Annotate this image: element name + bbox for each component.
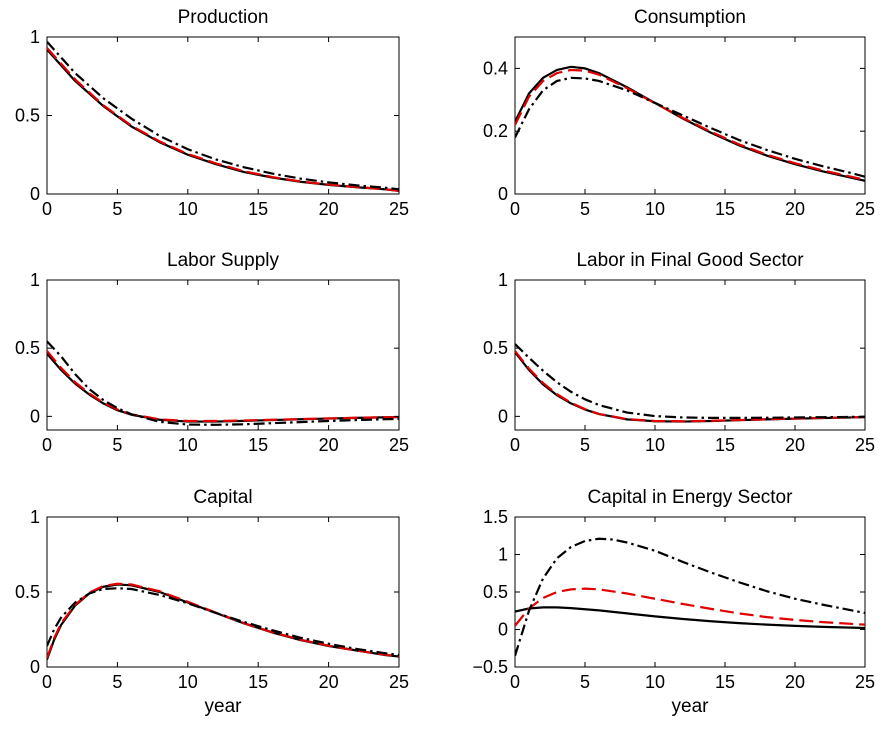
x-axis-label: year — [205, 696, 243, 717]
x-tick-label: 0 — [510, 435, 520, 455]
series-line-2-dashed — [515, 350, 865, 423]
x-tick-label: 10 — [178, 199, 198, 219]
panel-title: Labor Supply — [167, 250, 279, 271]
y-tick-label: 0 — [30, 406, 40, 426]
series-line-3-dashdot — [515, 537, 865, 657]
x-tick-label: 20 — [319, 672, 339, 692]
x-tick-label: 0 — [42, 199, 52, 219]
panel-title: Capital — [193, 487, 252, 508]
y-tick-label: −0.5 — [472, 657, 508, 677]
y-tick-label: 0 — [498, 184, 508, 204]
series-group — [47, 582, 399, 660]
panel-consumption: 0 5 10 15 20 25 0 0.2 0.4 Consumption — [483, 7, 875, 219]
y-tick-label: 1.5 — [483, 507, 508, 527]
y-tick-label: 1 — [30, 270, 40, 290]
x-tick-label: 0 — [42, 435, 52, 455]
y-tick-label: 0.5 — [15, 106, 40, 126]
panel-title: Consumption — [634, 7, 746, 28]
panel-labor-in-final-good-sector: 0 5 10 15 20 25 0 0.5 1 Labor in Final Good Secto… — [483, 250, 875, 455]
y-tick-label: 0.5 — [483, 338, 508, 358]
x-tick-label: 0 — [510, 672, 520, 692]
x-tick-label: 10 — [645, 672, 665, 692]
panel-production: 0 5 10 15 20 25 0 0.5 1 Production — [15, 7, 409, 219]
series-line-3-dashdot — [47, 40, 399, 191]
panel-labor-supply: 0 5 10 15 20 25 0 0.5 1 Labor Supply — [15, 250, 409, 455]
x-tick-label: 5 — [580, 435, 590, 455]
x-tick-label: 15 — [248, 672, 268, 692]
x-tick-label: 20 — [319, 435, 339, 455]
x-tick-label: 20 — [785, 672, 805, 692]
series-line-2-dashed — [515, 587, 865, 627]
x-tick-label: 5 — [112, 672, 122, 692]
x-tick-label: 0 — [42, 672, 52, 692]
y-tick-label: 0 — [498, 620, 508, 640]
series-line-2-dashed — [47, 47, 399, 192]
x-tick-label: 15 — [715, 672, 735, 692]
series-group — [515, 537, 865, 657]
y-tick-label: 1 — [498, 545, 508, 565]
y-tick-label: 0.4 — [483, 58, 508, 78]
x-axis-label: year — [672, 696, 710, 717]
x-tick-label: 5 — [112, 435, 122, 455]
x-tick-label: 15 — [715, 199, 735, 219]
y-tick-label: 0 — [498, 406, 508, 426]
series-line-2-dashed — [515, 68, 865, 181]
series-line-3-dashdot — [515, 343, 865, 419]
x-tick-label: 20 — [785, 435, 805, 455]
series-group — [515, 65, 865, 182]
y-tick-label: 0 — [30, 184, 40, 204]
y-tick-label: 1 — [30, 507, 40, 527]
series-line-2-dashed — [47, 582, 399, 659]
axes-box — [46, 516, 400, 668]
x-tick-label: 5 — [112, 199, 122, 219]
series-line-3-dashdot — [47, 587, 399, 657]
series-line-3-dashdot — [515, 76, 865, 178]
x-tick-label: 25 — [855, 672, 875, 692]
series-line-1-solid — [515, 606, 865, 630]
x-tick-label: 10 — [178, 435, 198, 455]
series-group — [47, 40, 399, 192]
x-tick-label: 0 — [510, 199, 520, 219]
axes-box — [514, 36, 866, 195]
x-tick-label: 10 — [178, 672, 198, 692]
axes-box — [46, 279, 400, 431]
panel-capital: 0 5 10 15 20 25 0 0.5 1 Capital year — [15, 487, 409, 717]
x-tick-label: 5 — [580, 199, 590, 219]
axes-box — [46, 36, 400, 195]
x-tick-label: 25 — [389, 435, 409, 455]
axes-box — [514, 516, 866, 668]
y-tick-label: 0.5 — [15, 582, 40, 602]
x-tick-label: 10 — [645, 435, 665, 455]
panel-title: Production — [178, 7, 269, 28]
x-tick-label: 25 — [855, 199, 875, 219]
y-tick-label: 0.5 — [15, 338, 40, 358]
y-tick-label: 0.5 — [483, 582, 508, 602]
x-tick-label: 10 — [645, 199, 665, 219]
x-tick-label: 25 — [855, 435, 875, 455]
x-tick-label: 20 — [785, 199, 805, 219]
y-tick-label: 0 — [30, 657, 40, 677]
y-tick-label: 1 — [498, 270, 508, 290]
x-tick-label: 5 — [580, 672, 590, 692]
axes-box — [514, 279, 866, 431]
panel-title: Capital in Energy Sector — [588, 487, 794, 508]
x-tick-label: 15 — [715, 435, 735, 455]
series-group — [47, 340, 399, 426]
series-line-3-dashdot — [47, 340, 399, 426]
series-group — [515, 343, 865, 423]
x-tick-label: 15 — [248, 435, 268, 455]
y-tick-label: 1 — [30, 27, 40, 47]
x-tick-label: 15 — [248, 199, 268, 219]
panel-title: Labor in Final Good Sector — [576, 250, 804, 271]
y-tick-label: 0.2 — [483, 121, 508, 141]
x-tick-label: 20 — [319, 199, 339, 219]
series-line-2-dashed — [47, 350, 399, 423]
x-tick-label: 25 — [389, 672, 409, 692]
x-tick-label: 25 — [389, 199, 409, 219]
